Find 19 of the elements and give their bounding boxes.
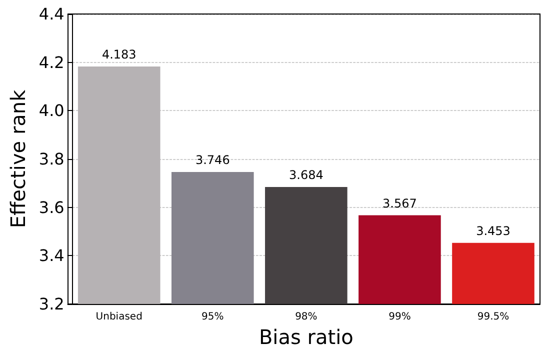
- data-label: 3.746: [195, 153, 230, 168]
- data-label: 3.684: [288, 168, 324, 182]
- y-axis-title: Effective rank: [6, 89, 30, 228]
- y-tick-label: 3.2: [38, 294, 64, 314]
- y-tick-label: 3.6: [38, 198, 64, 217]
- data-label: 3.453: [476, 224, 510, 238]
- y-tick-label: 3.4: [38, 246, 64, 266]
- x-tick-label: 99%: [388, 312, 411, 322]
- y-tick-label: 4.4: [38, 4, 64, 24]
- x-axis-title: Bias ratio: [258, 324, 354, 349]
- data-label: 3.567: [382, 196, 417, 210]
- y-tick-label: 4.0: [38, 101, 64, 120]
- y-tick-label: 3.8: [38, 150, 64, 168]
- x-tick-label: 98%: [295, 312, 318, 322]
- x-tick-label: Unbiased: [96, 312, 142, 322]
- y-tick-label: 4.2: [38, 52, 64, 72]
- data-label: 4.183: [102, 47, 136, 62]
- x-tick-label: 95%: [202, 312, 224, 322]
- x-tick-label: 99.5%: [477, 312, 510, 322]
